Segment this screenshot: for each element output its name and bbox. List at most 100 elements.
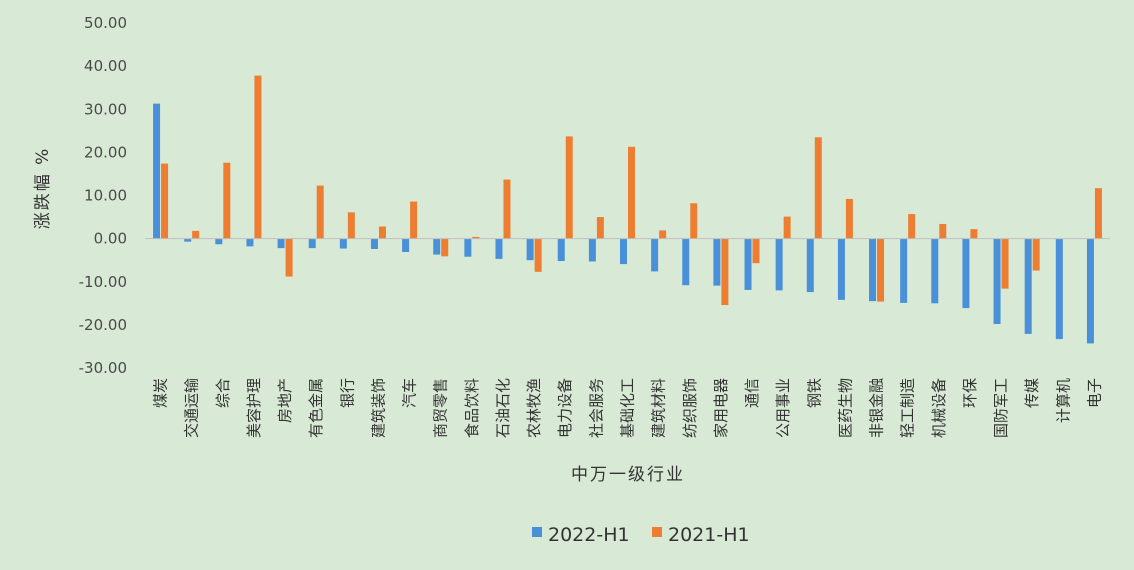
bar-2022-h1-24	[869, 238, 877, 302]
category-label: 有色金属	[307, 378, 325, 438]
category-label: 交通运输	[183, 378, 201, 438]
bar-2022-h1-11	[464, 238, 472, 257]
bar-2022-h1-12	[495, 238, 503, 259]
bar-2021-h1-26	[939, 223, 947, 239]
bar-2022-h1-10	[433, 238, 441, 255]
category-label: 石油石化	[494, 378, 512, 438]
bar-2021-h1-27	[970, 229, 978, 239]
bar-2022-h1-4	[246, 238, 254, 247]
bar-2021-h1-19	[721, 238, 729, 306]
category-label: 纺织服饰	[681, 378, 699, 438]
category-label: 家用电器	[712, 378, 730, 438]
category-label: 通信	[743, 378, 761, 408]
bar-2021-h1-7	[347, 212, 355, 239]
category-label: 煤炭	[152, 378, 170, 408]
bar-2022-h1-30	[1055, 238, 1063, 340]
bar-2021-h1-5	[285, 238, 293, 277]
bar-2022-h1-27	[962, 238, 970, 309]
category-label: 基础化工	[619, 378, 637, 438]
category-label: 公用事业	[774, 378, 792, 438]
bar-2022-h1-7	[339, 238, 347, 249]
category-label: 农林牧渔	[525, 378, 543, 438]
bar-2021-h1-9	[410, 201, 418, 239]
category-label: 传媒	[1023, 378, 1041, 408]
bar-2021-h1-18	[690, 203, 698, 239]
bar-2022-h1-22	[806, 238, 814, 293]
bar-2021-h1-15	[596, 217, 604, 239]
bar-2022-h1-1	[153, 103, 161, 239]
bar-2022-h1-3	[215, 238, 223, 245]
bar-2021-h1-6	[316, 185, 324, 239]
bar-2021-h1-24	[877, 238, 885, 302]
bar-2021-h1-2	[192, 230, 200, 239]
legend: 2022-H1 2021-H1	[532, 524, 750, 546]
bars	[153, 75, 1102, 344]
y-tick-label: 20.00	[84, 143, 127, 161]
bar-2022-h1-23	[837, 238, 845, 300]
bar-2022-h1-26	[931, 238, 939, 304]
bar-2021-h1-13	[534, 238, 542, 272]
legend-swatch-2022-h1	[532, 527, 542, 537]
bar-2022-h1-31	[1086, 238, 1094, 344]
category-label: 国防军工	[992, 378, 1010, 438]
y-tick-label: 40.00	[84, 57, 127, 75]
bar-2022-h1-25	[900, 238, 908, 303]
category-label: 房地产	[276, 378, 294, 423]
y-tick-label: -30.00	[79, 359, 127, 377]
bar-2022-h1-13	[526, 238, 534, 261]
bar-2022-h1-9	[402, 238, 410, 252]
category-label: 非银金融	[868, 378, 886, 438]
bar-2022-h1-5	[277, 238, 285, 249]
bar-2022-h1-6	[308, 238, 316, 249]
y-tick-label: -20.00	[79, 316, 127, 334]
category-label: 环保	[961, 378, 979, 408]
bar-2021-h1-21	[783, 216, 791, 239]
bar-2021-h1-10	[441, 238, 449, 257]
x-axis-title: 中万一级行业	[571, 465, 685, 485]
bar-2021-h1-22	[814, 137, 822, 239]
category-label: 计算机	[1054, 378, 1072, 423]
bar-2021-h1-28	[1001, 238, 1009, 289]
category-label: 综合	[214, 378, 232, 408]
category-label: 商贸零售	[432, 378, 450, 438]
bar-2022-h1-2	[184, 238, 192, 242]
bar-2022-h1-15	[588, 238, 596, 262]
bar-2021-h1-31	[1094, 188, 1102, 239]
legend-label-2022-h1: 2022-H1	[548, 524, 630, 546]
y-tick-label: 30.00	[84, 100, 127, 118]
category-label: 电力设备	[556, 378, 574, 438]
category-label: 机械设备	[930, 378, 948, 438]
bar-2022-h1-20	[744, 238, 752, 290]
legend-swatch-2021-h1	[652, 527, 662, 537]
bar-2021-h1-11	[472, 236, 480, 239]
bar-2022-h1-21	[775, 238, 783, 291]
bar-2021-h1-17	[659, 230, 667, 239]
legend-label-2021-h1: 2021-H1	[668, 524, 750, 546]
bar-2021-h1-3	[223, 162, 231, 239]
bar-2022-h1-16	[620, 238, 627, 265]
category-label: 社会服务	[587, 378, 605, 438]
y-tick-label: 50.00	[84, 14, 127, 32]
bar-2021-h1-23	[845, 198, 853, 239]
category-label: 建筑装饰	[369, 378, 387, 438]
category-label: 美容护理	[245, 378, 263, 438]
bar-2022-h1-29	[1024, 238, 1032, 334]
category-label: 钢铁	[805, 378, 823, 408]
category-label: 医药生物	[836, 378, 854, 438]
bar-2022-h1-19	[713, 238, 721, 286]
bar-2021-h1-16	[628, 146, 635, 239]
bar-2021-h1-20	[752, 238, 760, 264]
bar-2021-h1-4	[254, 75, 262, 239]
bar-2021-h1-25	[908, 214, 916, 239]
category-label: 建筑材料	[650, 378, 668, 438]
bar-2021-h1-14	[565, 136, 573, 239]
category-label: 电子	[1085, 378, 1103, 408]
bar-2022-h1-8	[370, 238, 378, 249]
y-axis-title: 涨跌幅 %	[33, 147, 53, 230]
bar-2021-h1-12	[503, 179, 511, 239]
category-label: 银行	[338, 378, 356, 408]
category-label: 汽车	[401, 378, 419, 408]
category-label: 食品饮料	[463, 378, 481, 438]
bar-2021-h1-1	[161, 163, 169, 239]
